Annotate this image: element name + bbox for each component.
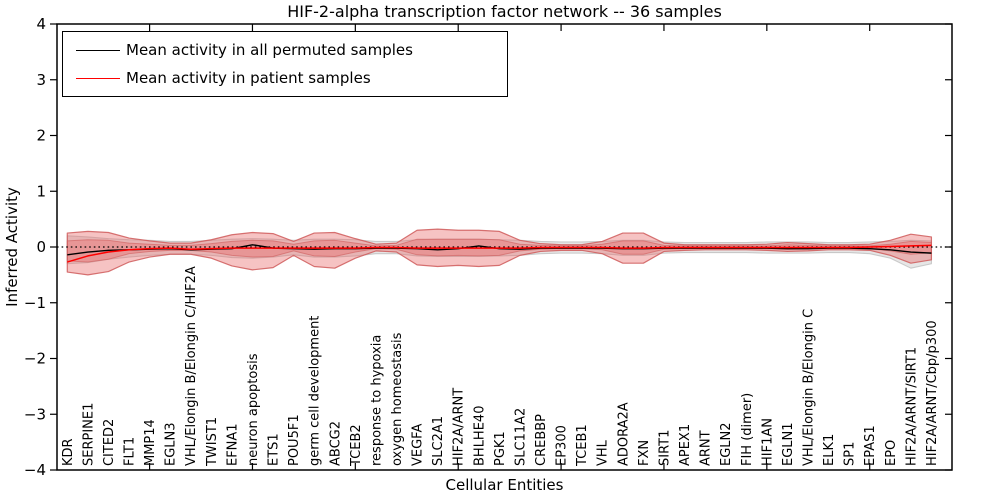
x-category-label: response to hypoxia: [369, 335, 384, 466]
legend-item: Mean activity in all permuted samples: [63, 37, 507, 63]
category-labels: KDR SERPINE1 CITED2 FLT1 MMP14 EGLN3 VHL/Elong…: [61, 266, 940, 467]
y-tick-label: 4: [36, 15, 46, 33]
x-category-label: FXN: [637, 440, 652, 466]
legend-label-patient: Mean activity in patient samples: [126, 69, 371, 87]
x-category-label: CITED2: [102, 419, 117, 466]
x-category-label: FLT1: [123, 437, 138, 466]
x-category-label: EPO: [884, 440, 899, 466]
x-category-label: TWIST1: [205, 417, 220, 467]
y-tick-label: −3: [24, 405, 46, 423]
legend: Mean activity in all permuted samples Me…: [62, 31, 508, 97]
x-category-label: FIH (dimer): [740, 393, 755, 466]
y-tick-label: −4: [24, 461, 46, 479]
y-tick-label: −1: [24, 294, 46, 312]
x-category-label: SLC2A1: [431, 416, 446, 466]
x-category-label: EGLN2: [719, 422, 734, 466]
x-category-label: SLC11A2: [513, 408, 528, 466]
band-patient-samples-range: [66, 228, 933, 276]
x-category-label: ELK1: [822, 434, 837, 466]
x-category-label: EGLN1: [781, 422, 796, 466]
x-category-label: EFNA1: [225, 423, 240, 466]
x-category-label: ADORA2A: [616, 402, 631, 466]
series-patient-mean: [67, 244, 932, 263]
legend-line-patient-icon: [76, 77, 120, 79]
x-axis-label: Cellular Entities: [445, 476, 564, 494]
x-category-label: BHLHE40: [472, 406, 487, 466]
x-category-label: KDR: [61, 438, 76, 466]
x-category-label: germ cell development: [308, 316, 323, 466]
legend-label-permuted: Mean activity in all permuted samples: [126, 41, 413, 59]
y-tick-label: −2: [24, 350, 46, 368]
x-category-label: EPAS1: [863, 425, 878, 466]
x-category-label: APEX1: [678, 424, 693, 466]
y-tick-label: 2: [36, 127, 46, 145]
x-category-label: HIF1AN: [760, 418, 775, 466]
x-axis-ticks: [148, 24, 871, 470]
y-axis-label: Inferred Activity: [3, 187, 21, 307]
x-category-label: SIRT1: [657, 430, 672, 466]
x-category-label: SERPINE1: [81, 403, 96, 466]
x-category-label: PGK1: [493, 431, 508, 466]
y-tick-label: 1: [36, 182, 46, 200]
x-category-label: TCEB1: [575, 424, 590, 467]
x-category-label: SP1: [843, 442, 858, 466]
legend-item: Mean activity in patient samples: [63, 65, 507, 91]
x-category-label: ETS1: [267, 433, 282, 466]
x-category-label: VHL: [596, 439, 611, 466]
x-category-label: CREBBP: [534, 414, 549, 466]
x-category-label: HIF2A/ARNT/Cbp/p300: [925, 320, 940, 466]
chart-title: HIF-2-alpha transcription factor network…: [287, 2, 722, 21]
y-tick-label: 0: [36, 238, 46, 256]
x-category-label: VEGFA: [411, 424, 426, 466]
x-category-label: MMP14: [143, 419, 158, 466]
x-category-label: ABCG2: [328, 421, 343, 466]
x-category-label: ARNT: [699, 430, 714, 466]
x-category-label: neuron apoptosis: [246, 353, 261, 466]
x-category-label: oxygen homeostasis: [390, 332, 405, 466]
x-category-label: VHL/Elongin B/Elongin C: [801, 309, 816, 466]
y-axis-ticks: −4 −3 −2 −1 0 1 2 3 4: [24, 15, 952, 479]
x-category-label: HIF2A/ARNT: [452, 388, 467, 466]
x-category-label: EGLN3: [164, 422, 179, 466]
x-category-label: VHL/Elongin B/Elongin C/HIF2A: [184, 266, 199, 466]
x-category-label: EP300: [555, 425, 570, 466]
x-category-label: TCEB2: [349, 424, 364, 467]
x-category-label: HIF2A/ARNT/SIRT1: [904, 347, 919, 466]
x-category-label: POU5F1: [287, 414, 302, 466]
y-tick-label: 3: [36, 71, 46, 89]
legend-line-permuted-icon: [76, 49, 120, 51]
